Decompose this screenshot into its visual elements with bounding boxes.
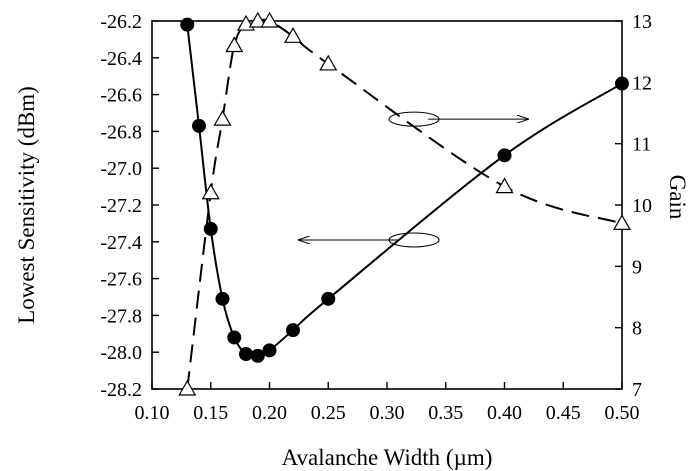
y-left-tick-label: -27.8 (100, 305, 142, 327)
gain-point (495, 177, 514, 194)
y-left-tick-label: -26.6 (100, 85, 142, 107)
x-tick-label: 0.20 (252, 402, 287, 424)
x-tick-label: 0.40 (487, 402, 522, 424)
x-tick-label: 0.15 (193, 402, 228, 424)
x-tick-label: 0.50 (605, 402, 640, 424)
x-tick-label: 0.30 (370, 402, 405, 424)
gain-point (213, 109, 232, 126)
x-tick-label: 0.10 (135, 402, 170, 424)
series (178, 11, 632, 396)
sensitivity-point (286, 323, 300, 338)
axes (151, 20, 623, 390)
y-left-tick-label: -27.0 (100, 158, 142, 180)
y-right-tick-label: 12 (632, 72, 652, 94)
sensitivity-point (250, 348, 265, 363)
gain-point (260, 11, 279, 28)
sensitivity-point (192, 118, 206, 133)
x-tick-label: 0.45 (546, 402, 581, 424)
gain-point (201, 183, 220, 200)
sensitivity-point (239, 347, 253, 362)
sensitivity-point (262, 343, 277, 358)
y-left-tick-label: -26.2 (100, 11, 142, 33)
annotations (299, 111, 528, 248)
y-right-axis-title: Gain (665, 175, 689, 220)
y-right-tick-label: 7 (632, 379, 642, 401)
plot-frame (151, 20, 623, 390)
sensitivity-point (180, 17, 195, 32)
sensitivity-point (227, 330, 242, 345)
y-right-tick-label: 8 (632, 318, 642, 340)
y-right-tick-label: 13 (632, 11, 652, 33)
sensitivity-point (215, 291, 230, 306)
y-right-tick-label: 9 (632, 256, 642, 278)
gain-point (178, 379, 197, 396)
y-left-tick-label: -27.6 (100, 269, 142, 291)
sensitivity-line (186, 24, 623, 358)
sensitivity-point (497, 148, 512, 163)
y-right-tick-label: 11 (632, 134, 651, 156)
x-tick-label: 0.25 (311, 402, 346, 424)
gain-line (186, 18, 623, 390)
gain-point (283, 27, 303, 43)
sensitivity-point (615, 76, 629, 91)
gain-point (612, 214, 632, 230)
y-left-tick-label: -26.8 (100, 121, 142, 143)
y-left-tick-label: -26.4 (100, 48, 142, 70)
gain-point (248, 11, 267, 28)
gain-point (225, 36, 244, 53)
labels: 0.10 0.15 0.20 0.25 0.30 0.35 0.40 0.45 0.50 -26.… (100, 11, 652, 424)
y-left-axis-title: Lowest Sensitivity (dBm) (14, 86, 39, 324)
gain-point (319, 54, 338, 71)
x-tick-label: 0.35 (428, 402, 463, 424)
y-left-tick-label: -27.2 (100, 195, 142, 217)
y-left-tick-label: -28.0 (100, 342, 142, 364)
y-left-tick-label: -27.4 (100, 232, 142, 254)
y-right-tick-label: 10 (632, 195, 652, 217)
x-axis-title: Avalanche Width (µm) (282, 445, 493, 470)
sensitivity-point (321, 291, 336, 306)
y-left-tick-label: -28.2 (100, 379, 142, 401)
